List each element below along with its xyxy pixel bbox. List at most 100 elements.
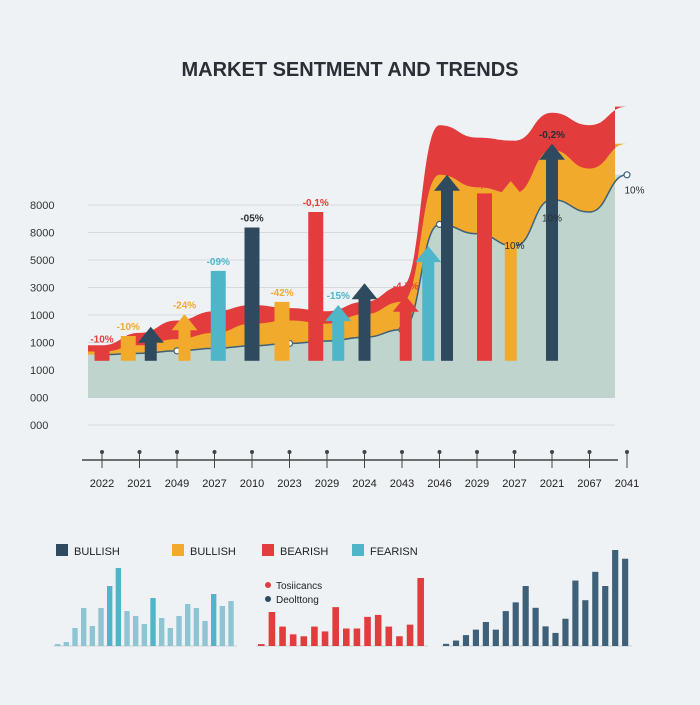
x-tick-label: 2041 (615, 478, 639, 490)
mini-bar (396, 636, 403, 646)
x-tick-dot (587, 450, 592, 454)
mini-bar (332, 607, 339, 646)
x-tick-dot (475, 450, 479, 454)
arrow-bar (504, 195, 517, 361)
mini-bar (385, 626, 393, 646)
mini-bar (582, 600, 589, 646)
arrow-head (539, 143, 565, 160)
bar-label: -15% (327, 291, 350, 302)
arrow-bar (144, 340, 157, 361)
mini-legend-dot (265, 596, 271, 602)
data-point (623, 171, 631, 179)
mini-bar (258, 644, 265, 646)
mini-bar (532, 607, 539, 646)
y-tick-label: 1000 (30, 310, 54, 322)
mini-bar (452, 640, 460, 646)
bar-label: -42% (270, 288, 293, 299)
legend-label: BULLISH (74, 546, 120, 558)
bar (477, 193, 492, 361)
x-tick-label: 2027 (202, 478, 226, 490)
mini-bar (193, 608, 200, 646)
mini-bar (72, 628, 78, 646)
area-series-0 (88, 174, 627, 398)
x-tick-dot (100, 450, 104, 454)
x-tick-dot (212, 450, 217, 454)
mini-bar (81, 608, 87, 646)
x-tick-label: 2049 (165, 478, 189, 490)
arrow-bars: -10% -10% -24% -09% -05% -42% -0,1% -15% -4,7% -0… (90, 130, 645, 361)
bar-label: -10% (90, 334, 113, 345)
bar (210, 270, 226, 361)
arrow-bar (441, 188, 453, 361)
mini-bar-chart-2: Tosiicancs Deolttong (256, 578, 428, 647)
mini-bar (107, 586, 113, 646)
mini-bar (279, 626, 286, 646)
arrow-bar (399, 309, 412, 361)
mini-bar (300, 636, 308, 646)
x-tick-label: 2010 (240, 478, 264, 490)
x-axis: 2022 2021 2049 2027 2010 2023 2029 2024 2043 2046… (82, 450, 639, 490)
mini-bar (141, 624, 148, 646)
x-tick-dot (137, 450, 142, 454)
legend-swatch (352, 544, 364, 556)
legend-label: BEARISH (280, 546, 328, 558)
arrow-bar (358, 297, 371, 361)
mini-bar (482, 622, 489, 646)
x-tick-dot (175, 450, 179, 454)
mini-bar (492, 629, 499, 646)
x-tick-dot (362, 450, 367, 454)
x-tick-label: 2021 (127, 478, 151, 490)
x-tick-dot (325, 450, 329, 454)
bar (274, 301, 290, 361)
mini-bar (443, 643, 450, 646)
mini-bar (185, 604, 191, 646)
mini-bar (268, 612, 276, 646)
y-axis-labels: 8000 8000 5000 3000 1000 1000 1000 000 000 (30, 200, 54, 432)
arrow-head (434, 174, 460, 191)
mini-bar (311, 626, 318, 646)
x-tick-dot (287, 450, 292, 454)
mini-bar (417, 578, 424, 646)
mini-bar (572, 580, 579, 646)
mini-legend-label: Tosiicancs (276, 581, 322, 592)
arrow-head (351, 283, 378, 300)
x-tick-label: 2046 (427, 478, 451, 490)
arrow-bar (178, 328, 191, 361)
mini-bar (176, 616, 182, 646)
arrow-head (392, 295, 419, 312)
x-tick-label: 2024 (352, 478, 376, 490)
mini-bar (202, 621, 208, 646)
x-tick-dot (400, 450, 404, 454)
y-tick-label: 5000 (30, 255, 54, 267)
mini-bar (289, 634, 297, 646)
mini-bar (150, 598, 156, 646)
mini-bar (502, 611, 509, 646)
legend-label: FEARISN (370, 546, 418, 558)
mini-bar (133, 616, 139, 646)
mini-bar (374, 614, 382, 646)
legend: BULLISH BULLISH BEARISH FEARISN (56, 544, 418, 558)
bar (120, 336, 136, 361)
y-tick-label: 8000 (30, 228, 54, 240)
arrow-head (137, 326, 164, 343)
bar (308, 212, 324, 361)
bar-label: -10% (117, 322, 140, 333)
x-tick-label: 2023 (277, 478, 301, 490)
arrow-bar (546, 157, 558, 361)
bar-label: -24% (173, 300, 196, 311)
mini-bar (406, 624, 414, 646)
legend-swatch (262, 544, 274, 556)
mini-bar (219, 606, 226, 646)
arrow-head (415, 246, 442, 263)
x-tick-dot (512, 450, 517, 454)
mini-bar (622, 558, 629, 646)
mini-bar (321, 631, 329, 646)
mini-bar (159, 618, 165, 646)
x-tick-dot (250, 450, 254, 454)
mini-bar-chart-3 (441, 550, 632, 647)
mini-bar (124, 611, 130, 646)
x-tick-dot (437, 450, 442, 454)
bar (94, 348, 110, 361)
y-tick-label: 000 (30, 420, 48, 432)
